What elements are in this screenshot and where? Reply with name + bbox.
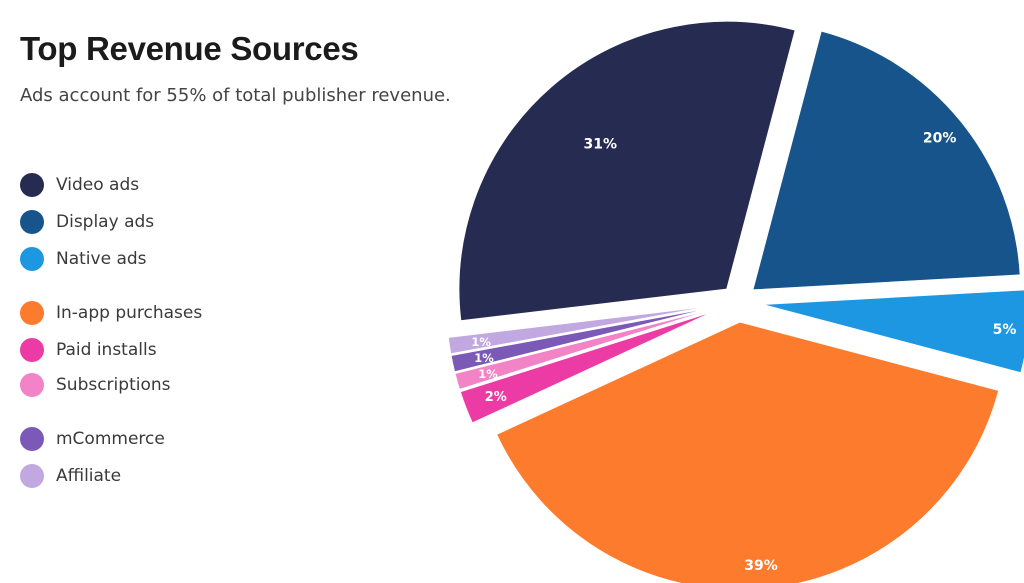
legend-swatch-native-ads [20,247,44,271]
pie-slice-label-subscriptions: 1% [478,367,498,381]
pie-slice-mcommerce [450,306,715,373]
legend-label-paid-installs: Paid installs [56,340,157,360]
pie-slice-label-in-app-purchases: 39% [744,558,778,574]
pie-slice-label-native-ads: 5% [993,322,1017,338]
chart-subtitle: Ads account for 55% of total publisher r… [20,85,451,106]
legend-label-affiliate: Affiliate [56,466,122,486]
legend-label-display-ads: Display ads [56,212,155,232]
legend-label-in-app-purchases: In-app purchases [56,303,203,323]
legend-item-display-ads: Display ads [20,210,154,234]
pie-slice-native-ads [761,289,1024,374]
pie-slice-display-ads [751,30,1021,291]
pie-slice-subscriptions [454,307,716,391]
legend-item-paid-installs: Paid installs [20,338,157,362]
legend-swatch-subscriptions [20,373,44,397]
pie-slice-paid-installs [459,310,716,424]
legend-item-native-ads: Native ads [20,247,147,271]
pie-slice-in-app-purchases [495,321,1000,583]
legend-swatch-video-ads [20,173,44,197]
chart-title: Top Revenue Sources [20,30,359,67]
legend-item-mcommerce: mCommerce [20,427,165,451]
legend-swatch-affiliate [20,464,44,488]
legend-label-mcommerce: mCommerce [56,429,165,449]
legend-swatch-mcommerce [20,427,44,451]
legend-label-video-ads: Video ads [56,175,140,195]
pie-slice-label-video-ads: 31% [583,137,617,153]
pie-slice-video-ads [458,20,797,322]
legend-swatch-in-app-purchases [20,301,44,325]
legend-swatch-display-ads [20,210,44,234]
pie-slice-label-mcommerce: 1% [474,351,494,365]
pie-slice-affiliate [447,304,715,355]
legend-item-affiliate: Affiliate [20,464,121,488]
legend-item-subscriptions: Subscriptions [20,373,170,397]
legend-label-subscriptions: Subscriptions [56,375,171,395]
pie-slice-label-display-ads: 20% [923,131,957,147]
legend-swatch-paid-installs [20,338,44,362]
legend-item-video-ads: Video ads [20,173,139,197]
legend-label-native-ads: Native ads [56,249,147,269]
legend-item-in-app-purchases: In-app purchases [20,301,202,325]
pie-slice-label-affiliate: 1% [471,335,491,349]
pie-slice-label-paid-installs: 2% [485,390,507,405]
